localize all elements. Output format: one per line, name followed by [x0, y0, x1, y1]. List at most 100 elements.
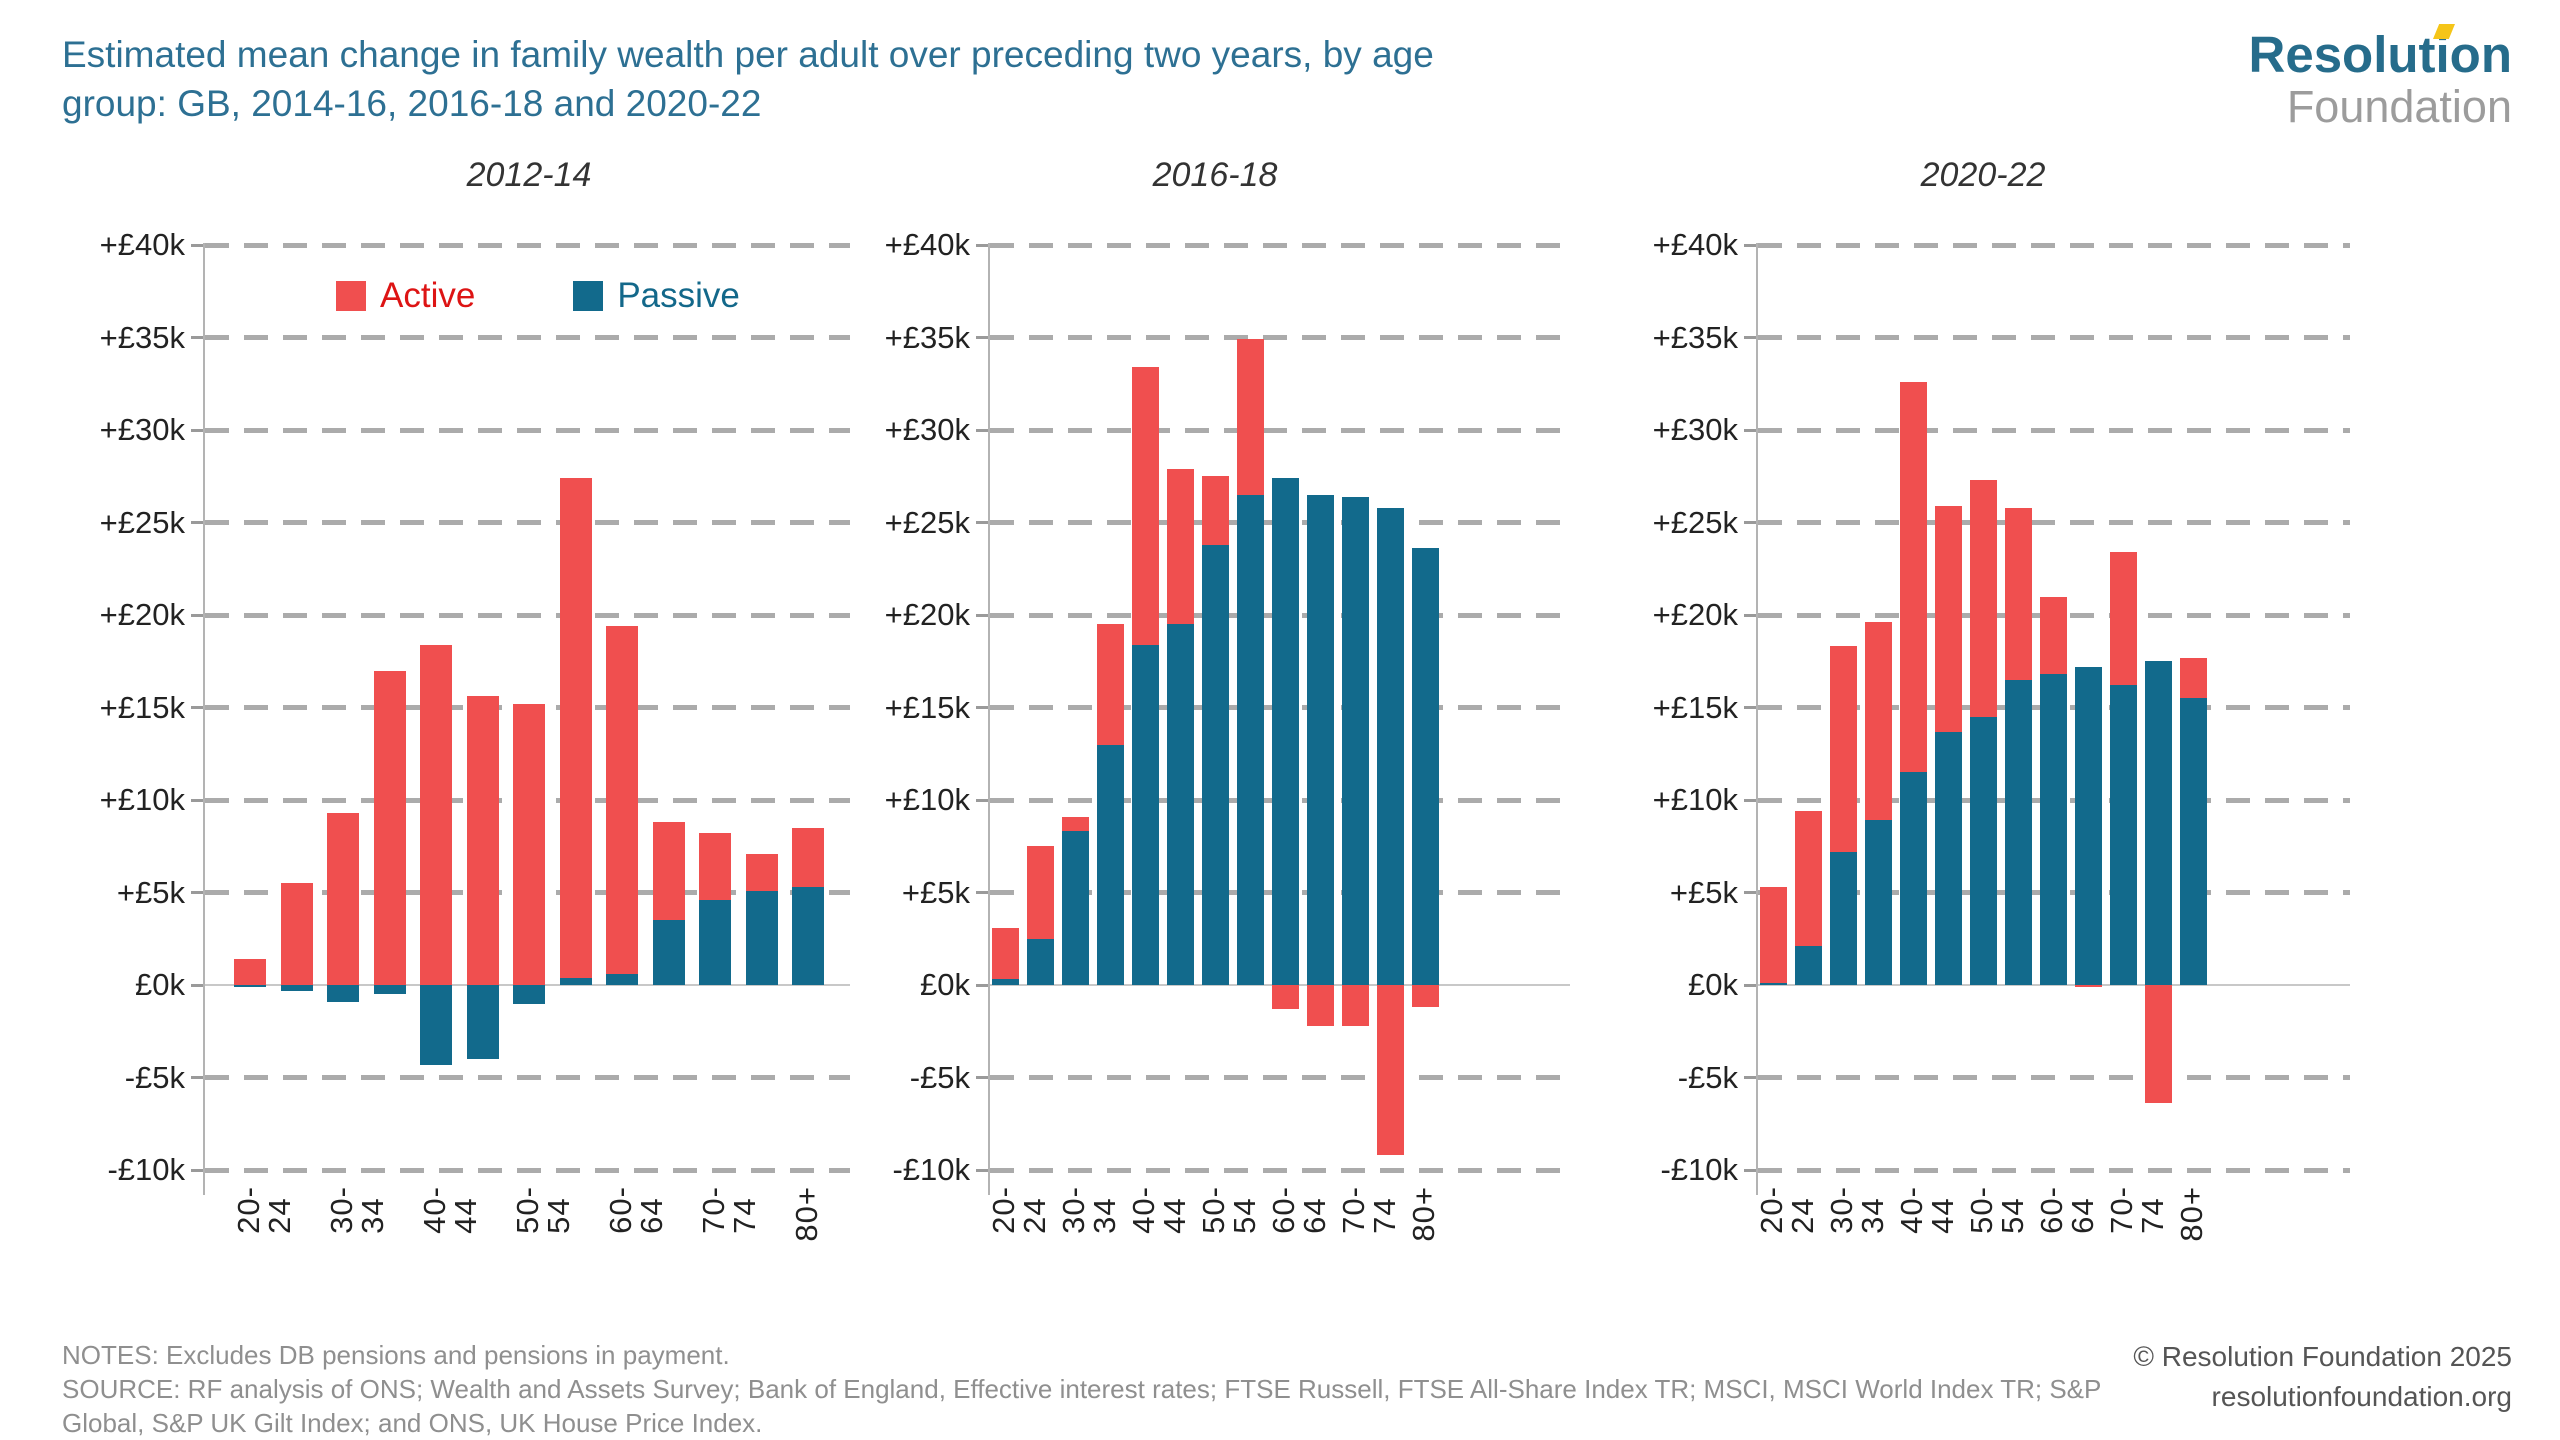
bar-active-segment — [1829, 646, 1857, 852]
bar-active-segment — [1864, 622, 1892, 821]
gridline — [205, 1075, 850, 1080]
bar-active-segment — [2179, 657, 2207, 699]
bar-passive-segment — [2039, 674, 2067, 985]
panel-title: 2016-18 — [1152, 156, 1278, 194]
axis-tick — [191, 983, 205, 987]
bar-passive-segment — [991, 979, 1019, 985]
x-axis-label: 20-24 — [231, 1186, 297, 1234]
bar-passive-segment — [1026, 938, 1054, 985]
logo-brand: Resolution — [2248, 24, 2512, 83]
gridline — [990, 1167, 1570, 1173]
x-axis-label: 80+ — [1406, 1186, 1441, 1242]
legend-active-swatch — [336, 280, 366, 311]
y-axis-label: +£30k — [884, 412, 970, 447]
bar-active-segment — [373, 670, 406, 985]
y-axis-label: £0k — [920, 967, 970, 1002]
axis-tick — [191, 521, 205, 524]
bar-passive-segment — [1899, 772, 1927, 985]
bar-passive-segment — [2179, 698, 2207, 985]
bar-passive-segment — [2074, 666, 2102, 985]
copyright: © Resolution Foundation 2025 — [2133, 1341, 2512, 1372]
bar-active-segment — [991, 927, 1019, 980]
y-axis-label: +£35k — [99, 319, 185, 355]
axis-tick — [191, 613, 205, 617]
axis-tick — [976, 521, 990, 524]
bar-passive-segment — [2144, 661, 2172, 985]
y-axis-label: +£10k — [99, 782, 185, 817]
bar-passive-segment — [1864, 820, 1892, 985]
bar-active-segment — [234, 959, 266, 985]
axis-tick — [1744, 521, 1758, 524]
y-axis-label: +£35k — [884, 319, 970, 355]
bar-passive-segment — [1934, 731, 1962, 985]
bar-passive-segment — [559, 977, 592, 985]
x-axis-label: 60-64 — [1266, 1186, 1332, 1234]
y-axis-label: +£10k — [1652, 782, 1738, 817]
gridline — [205, 427, 850, 433]
page-title-line1: Estimated mean change in family wealth p… — [62, 34, 1434, 75]
axis-tick — [191, 706, 205, 709]
axis-tick — [191, 891, 205, 894]
bar-passive-segment — [327, 985, 359, 1002]
axis-tick — [976, 1076, 990, 1079]
gridline — [1758, 520, 2350, 525]
y-axis-label: +£5k — [1669, 874, 1738, 910]
bar-active-segment — [1026, 846, 1054, 939]
x-axis-label: 70-74 — [696, 1186, 762, 1234]
x-axis-label: 30-34 — [1056, 1186, 1122, 1234]
bar-active-segment — [1271, 985, 1299, 1010]
y-axis-label: -£5k — [1677, 1059, 1738, 1095]
bar-passive-segment — [1341, 496, 1369, 985]
bar-active-segment — [1376, 985, 1404, 1156]
bar-passive-segment — [1166, 624, 1194, 985]
bar-passive-segment — [2004, 679, 2032, 985]
axis-tick — [976, 891, 990, 894]
axis-tick — [976, 983, 990, 987]
bar-active-segment — [1934, 505, 1962, 732]
y-axis-label: +£25k — [1652, 504, 1738, 540]
y-axis-label: +£15k — [884, 689, 970, 725]
bar-passive-segment — [792, 886, 824, 985]
logo-sub: Foundation — [2286, 81, 2512, 132]
axis-tick — [1744, 336, 1758, 339]
notes-line1: NOTES: Excludes DB pensions and pensions… — [62, 1340, 730, 1370]
bar-passive-segment — [1411, 548, 1439, 985]
bar-passive-segment — [1759, 983, 1787, 985]
bar-active-segment — [652, 822, 685, 921]
y-axis-label: +£5k — [901, 874, 970, 910]
y-axis-label: -£10k — [892, 1152, 970, 1187]
bar-active-segment — [1969, 479, 1997, 717]
axis-tick — [191, 336, 205, 339]
x-axis-label: 50-54 — [1196, 1186, 1262, 1234]
axis-tick — [976, 243, 990, 247]
bar-active-segment — [2039, 596, 2067, 675]
x-axis-label: 80+ — [2174, 1186, 2209, 1242]
bar-active-segment — [2109, 552, 2137, 686]
legend: Active Passive — [336, 278, 740, 313]
bar-active-segment — [1306, 985, 1334, 1026]
bar-passive-segment — [1236, 494, 1264, 985]
bar-active-segment — [327, 812, 359, 985]
logo-flag-icon — [2433, 24, 2455, 39]
y-axis-label: -£10k — [1660, 1152, 1738, 1187]
bar-passive-segment — [280, 985, 313, 991]
axis-tick — [1744, 706, 1758, 709]
gridline — [1758, 1075, 2350, 1080]
bar-active-segment — [2074, 985, 2102, 987]
resolution-foundation-logo: Resolution Foundation — [2248, 24, 2512, 132]
y-axis-label: +£40k — [99, 227, 185, 262]
bar-passive-segment — [1096, 744, 1124, 985]
x-axis-label: 70-74 — [2104, 1186, 2170, 1234]
y-axis-label: +£40k — [1652, 227, 1738, 262]
bar-passive-segment — [652, 920, 685, 985]
y-axis-label: +£20k — [884, 597, 970, 632]
x-axis-label: 60-64 — [603, 1186, 669, 1234]
axis-tick — [191, 1168, 205, 1172]
x-axis-label: 60-64 — [2034, 1186, 2100, 1234]
y-axis-line — [1756, 243, 1758, 1195]
gridline — [205, 520, 850, 525]
bar-active-segment — [1411, 985, 1439, 1008]
bar-active-segment — [513, 703, 545, 985]
legend-passive-label: Passive — [617, 276, 740, 315]
